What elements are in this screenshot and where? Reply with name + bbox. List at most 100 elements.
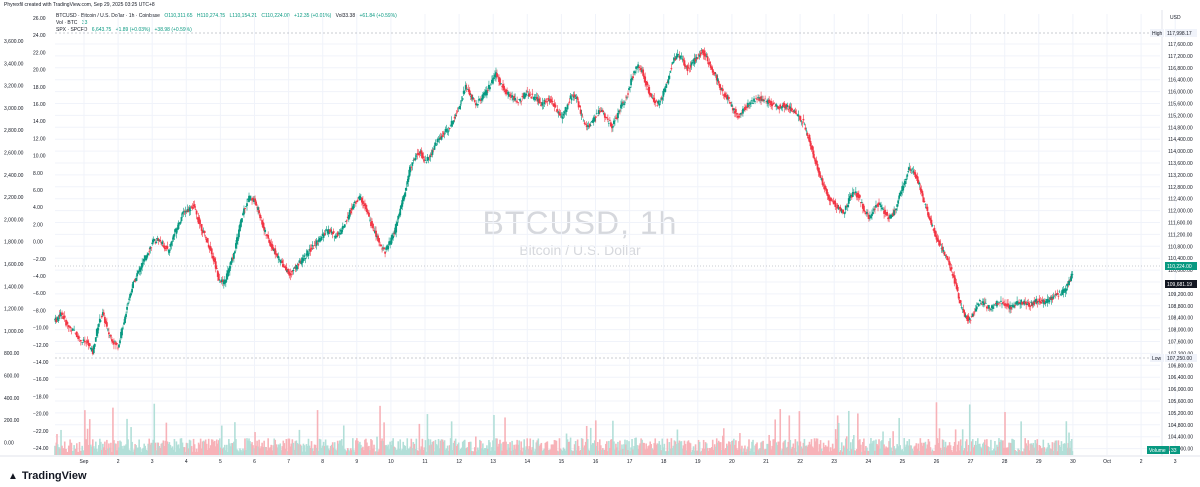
candle-body (367, 211, 369, 214)
volume-bar (383, 422, 385, 455)
volume-bar (292, 442, 295, 455)
candle-body (502, 83, 504, 88)
candle-body (801, 122, 804, 124)
candle-body (306, 250, 309, 256)
candle-body (914, 172, 917, 178)
candle-body (791, 109, 794, 111)
volume-bar (119, 440, 121, 455)
volume-bar (951, 451, 954, 455)
volume-bar (149, 444, 152, 455)
candle-body (369, 219, 371, 221)
volume-bar (999, 441, 1001, 455)
candle-body (814, 159, 817, 164)
candle-body (537, 98, 540, 102)
candle-body (693, 57, 696, 65)
volume-bar (1045, 448, 1048, 455)
compare-legend[interactable]: SPX · SPCFD 6,643.75 +1.89 (+0.03%) +38.… (56, 27, 195, 33)
candle-body (328, 229, 331, 232)
volume-bar (594, 420, 597, 455)
candle-body (514, 97, 517, 101)
volume-bar (664, 451, 667, 455)
volume-bar (282, 440, 285, 455)
tradingview-brand[interactable]: ▲ TradingView (8, 470, 87, 482)
volume-bar (268, 448, 270, 455)
candle-body (1068, 280, 1070, 286)
candle-body (143, 258, 146, 262)
volume-bar (769, 440, 771, 455)
candle-body (789, 106, 792, 109)
candle-body (426, 156, 429, 161)
volume-bar (512, 449, 514, 455)
candle-body (759, 97, 761, 99)
volume-bar (102, 443, 104, 455)
candle-body (451, 122, 454, 125)
candle-body (785, 103, 788, 109)
volume-bar (464, 448, 467, 455)
volume-bar (123, 445, 125, 455)
volume-bar (772, 439, 774, 455)
candle-body (110, 335, 112, 337)
volume-bar (831, 443, 834, 455)
candle-body (305, 253, 308, 256)
candle-body (213, 258, 216, 263)
volume-bar (526, 438, 529, 455)
volume-bar (330, 444, 333, 455)
volume-bar (318, 438, 321, 455)
volume-bar (532, 439, 535, 455)
volume-bar (812, 447, 815, 455)
volume-bar (276, 447, 279, 455)
right-axis-label: 108,800.00 (1168, 304, 1193, 310)
x-axis-label: 7 (287, 459, 290, 465)
candle-body (992, 306, 994, 309)
volume-bar (498, 443, 500, 455)
candle-body (909, 168, 912, 171)
volume-bar (1052, 450, 1055, 455)
volume-bar (1048, 444, 1051, 455)
volume-bar (938, 428, 941, 455)
candle-body (462, 90, 465, 94)
left-axis-label: 1,200.00 (4, 307, 24, 313)
x-axis-label: 12 (456, 459, 462, 465)
volume-bar (667, 451, 670, 455)
volume-bar (382, 440, 384, 455)
candle-body (760, 96, 762, 101)
candle-body (132, 282, 134, 288)
candle-body (940, 248, 943, 249)
volume-bar (256, 440, 258, 455)
volume-bar (947, 445, 950, 455)
candle-body (347, 214, 350, 220)
volume-bar (1053, 442, 1056, 455)
volume-bar (710, 447, 713, 455)
candle-body (633, 71, 635, 74)
symbol-legend[interactable]: BTCUSD · Bitcoin / U.S. Dollar · 1h · Co… (56, 13, 400, 19)
candle-body (862, 205, 865, 211)
volume-bar (543, 448, 546, 455)
candle-body (725, 95, 728, 100)
volume-bar (897, 446, 899, 455)
volume-bar (144, 445, 146, 455)
volume-bar (924, 441, 927, 455)
volume-legend[interactable]: Vol · BTC 33 (56, 20, 90, 26)
candle-body (639, 69, 642, 71)
volume-bar (708, 447, 711, 455)
volume-bar (1029, 443, 1032, 455)
candle-body (1007, 303, 1009, 307)
candle-body (566, 104, 569, 110)
volume-bar (517, 444, 519, 455)
volume-bar (398, 448, 401, 455)
candle-body (339, 229, 342, 232)
volume-bar (706, 447, 709, 455)
candle-body (276, 253, 279, 258)
high-badge-bg (1165, 29, 1197, 37)
volume-bar (883, 444, 885, 455)
volume-bar (1051, 442, 1054, 455)
candle-body (589, 125, 592, 127)
candle-body (654, 100, 657, 104)
candle-body (769, 101, 772, 103)
candle-body (1070, 273, 1073, 279)
candle-body (1021, 301, 1024, 305)
volume-bar (677, 442, 680, 455)
candle-body (167, 250, 170, 252)
